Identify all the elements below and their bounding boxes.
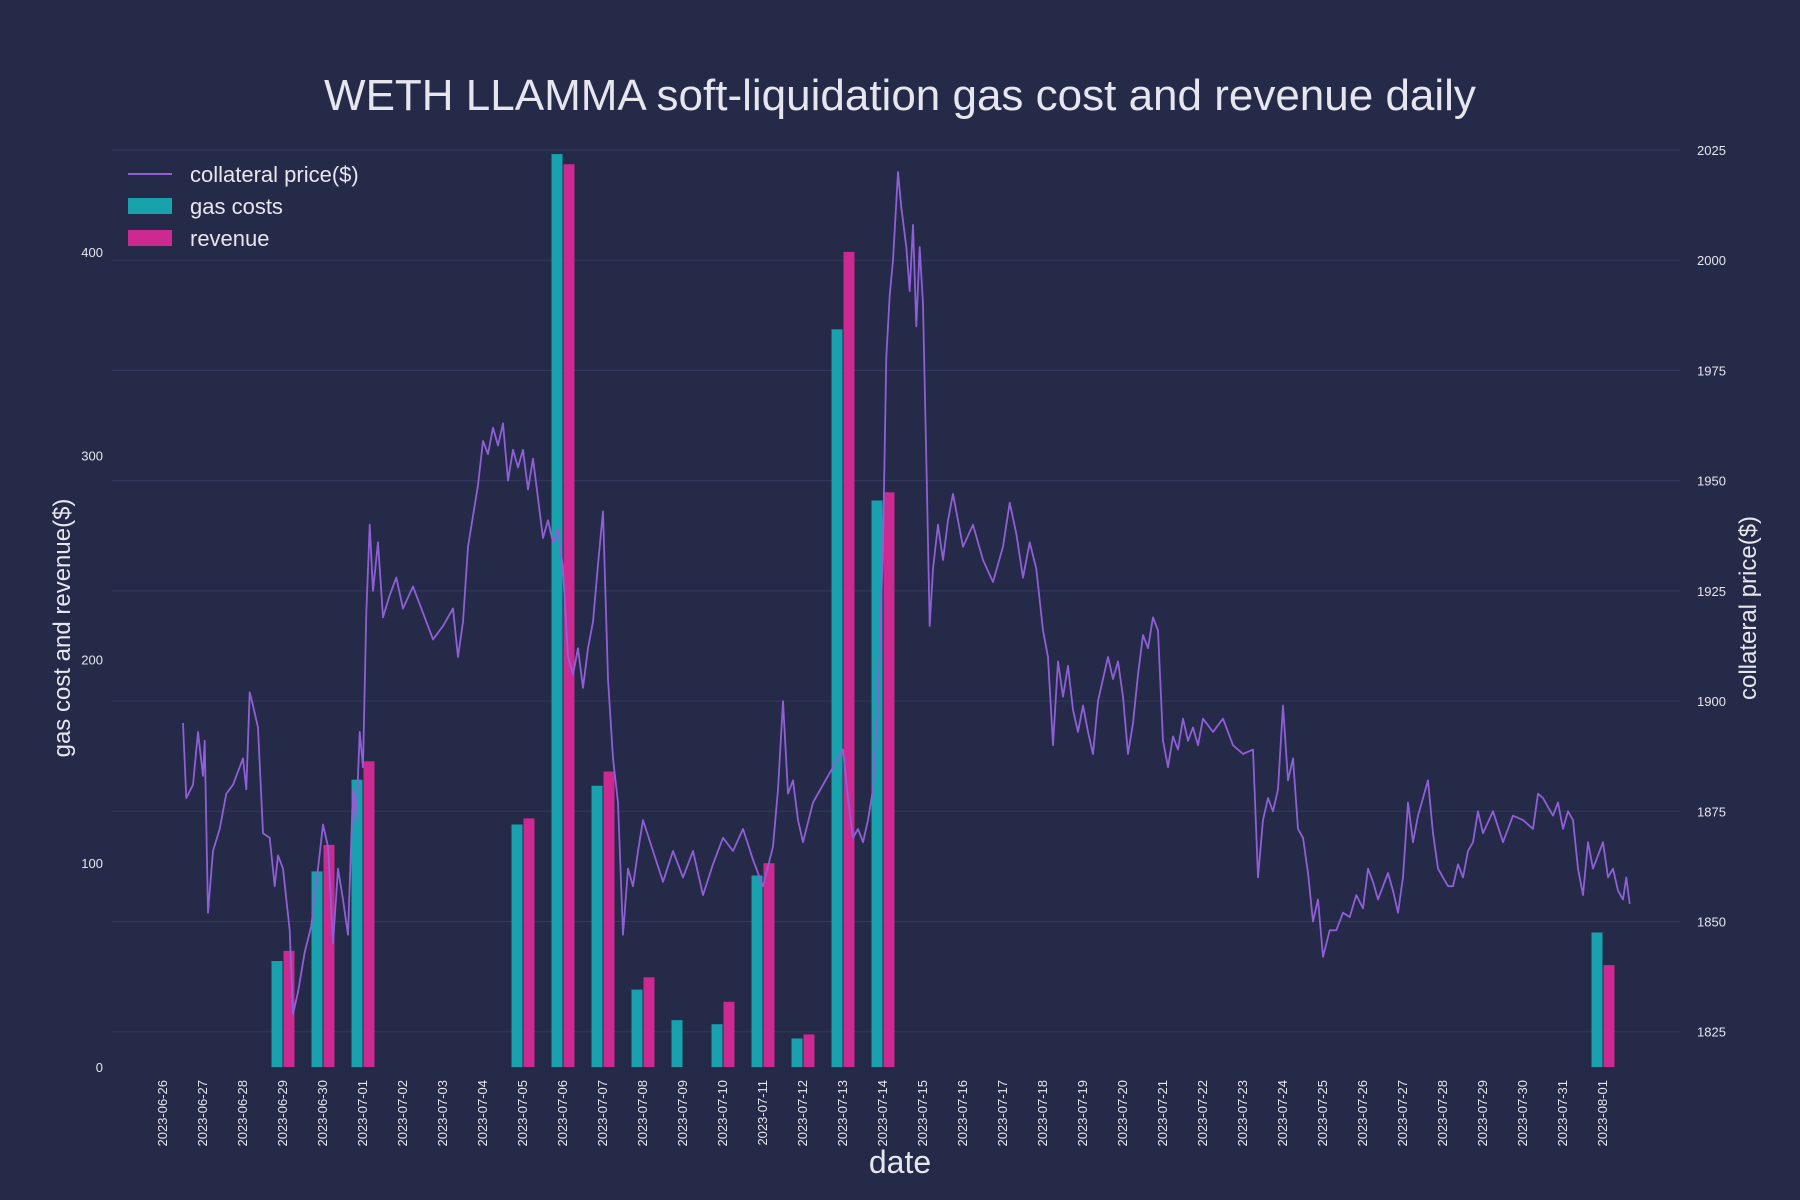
legend-label-gas: gas costs [190, 194, 283, 219]
bar-gas-costs [631, 989, 643, 1067]
bar-revenue [843, 251, 855, 1067]
y-left-tick-label: 100 [81, 856, 103, 871]
bar-revenue [323, 844, 335, 1067]
price-line-path [182, 171, 1631, 1015]
legend-label-price: collateral price($) [190, 162, 359, 187]
y-axis-left: 0 100 200 300 400 [81, 245, 103, 1075]
x-tick-label: 2023-07-31 [1555, 1080, 1570, 1147]
x-tick-label: 2023-07-30 [1515, 1080, 1530, 1147]
x-tick-label: 2023-07-03 [435, 1080, 450, 1147]
x-tick-label: 2023-08-01 [1595, 1080, 1610, 1147]
x-tick-label: 2023-06-26 [155, 1080, 170, 1147]
legend-swatch-revenue [128, 230, 172, 246]
bar-gas-costs [1591, 932, 1603, 1067]
x-tick-label: 2023-07-13 [835, 1080, 850, 1147]
x-tick-label: 2023-07-21 [1155, 1080, 1170, 1147]
bar-revenue [1603, 965, 1615, 1067]
x-tick-label: 2023-07-24 [1275, 1080, 1290, 1147]
x-tick-label: 2023-07-29 [1475, 1080, 1490, 1147]
x-tick-label: 2023-07-27 [1395, 1080, 1410, 1147]
bars [271, 154, 1615, 1067]
y-right-tick-label: 1925 [1697, 584, 1726, 599]
x-tick-label: 2023-07-19 [1075, 1080, 1090, 1147]
bar-gas-costs [751, 875, 763, 1067]
y-right-tick-label: 1975 [1697, 363, 1726, 378]
bar-revenue [643, 977, 655, 1067]
bar-revenue [723, 1001, 735, 1067]
x-tick-label: 2023-06-27 [195, 1080, 210, 1147]
bar-revenue [883, 492, 895, 1067]
x-tick-label: 2023-07-12 [795, 1080, 810, 1147]
y-axis-left-title: gas cost and revenue($) [49, 499, 76, 758]
y-right-tick-label: 1825 [1697, 1025, 1726, 1040]
legend-swatch-gas [128, 198, 172, 214]
x-tick-label: 2023-07-25 [1315, 1080, 1330, 1147]
y-right-tick-label: 1950 [1697, 474, 1726, 489]
x-tick-label: 2023-07-17 [995, 1080, 1010, 1147]
bar-revenue [563, 164, 575, 1067]
x-axis: 2023-06-26 2023-06-27 2023-06-28 2023-06-29… [155, 1080, 1610, 1147]
x-tick-label: 2023-07-22 [1195, 1080, 1210, 1147]
y-left-tick-label: 400 [81, 245, 103, 260]
x-tick-label: 2023-07-07 [595, 1080, 610, 1147]
x-tick-label: 2023-07-08 [635, 1080, 650, 1147]
y-right-tick-label: 1875 [1697, 804, 1726, 819]
y-right-tick-label: 1850 [1697, 915, 1726, 930]
y-right-tick-label: 2000 [1697, 253, 1726, 268]
x-tick-label: 2023-07-06 [555, 1080, 570, 1147]
y-right-tick-label: 2025 [1697, 143, 1726, 158]
bar-revenue [363, 761, 375, 1067]
bar-revenue [763, 863, 775, 1067]
bar-gas-costs [791, 1038, 803, 1067]
x-tick-label: 2023-07-09 [675, 1080, 690, 1147]
bar-gas-costs [871, 500, 883, 1067]
x-tick-label: 2023-07-05 [515, 1080, 530, 1147]
x-tick-label: 2023-07-20 [1115, 1080, 1130, 1147]
bar-gas-costs [511, 824, 523, 1067]
y-right-tick-label: 1900 [1697, 694, 1726, 709]
legend-label-revenue: revenue [190, 226, 270, 251]
x-tick-label: 2023-06-30 [315, 1080, 330, 1147]
legend: collateral price($) gas costs revenue [128, 162, 359, 251]
bar-gas-costs [551, 154, 563, 1067]
y-axis-right-title: collateral price($) [1735, 516, 1762, 700]
y-left-tick-label: 200 [81, 652, 103, 667]
gridlines [112, 149, 1680, 1033]
x-tick-label: 2023-07-11 [755, 1080, 770, 1146]
bar-revenue [603, 771, 615, 1067]
bar-gas-costs [671, 1020, 683, 1067]
x-tick-label: 2023-06-28 [235, 1080, 250, 1147]
y-left-tick-label: 300 [81, 449, 103, 464]
bar-gas-costs [711, 1024, 723, 1067]
x-axis-title: date [869, 1144, 931, 1180]
y-left-tick-label: 0 [96, 1060, 103, 1075]
x-tick-label: 2023-07-04 [475, 1080, 490, 1147]
bar-revenue [803, 1034, 815, 1067]
bar-gas-costs [351, 779, 363, 1067]
bar-gas-costs [591, 785, 603, 1067]
x-tick-label: 2023-07-28 [1435, 1080, 1450, 1147]
bar-gas-costs [831, 329, 843, 1067]
x-tick-label: 2023-07-10 [715, 1080, 730, 1147]
x-tick-label: 2023-07-23 [1235, 1080, 1250, 1147]
x-tick-label: 2023-07-01 [355, 1080, 370, 1147]
x-tick-label: 2023-07-15 [915, 1080, 930, 1147]
bar-revenue [283, 950, 295, 1067]
x-tick-label: 2023-07-18 [1035, 1080, 1050, 1147]
x-tick-label: 2023-07-02 [395, 1080, 410, 1147]
x-tick-label: 2023-06-29 [275, 1080, 290, 1147]
x-tick-label: 2023-07-14 [875, 1080, 890, 1147]
bar-gas-costs [271, 961, 283, 1067]
bar-gas-costs [311, 871, 323, 1067]
bar-revenue [523, 818, 535, 1067]
x-tick-label: 2023-07-16 [955, 1080, 970, 1147]
price-line [182, 171, 1631, 1015]
x-tick-label: 2023-07-26 [1355, 1080, 1370, 1147]
chart-title: WETH LLAMMA soft-liquidation gas cost an… [324, 71, 1476, 120]
y-axis-right: 1825 1850 1875 1900 1925 1950 1975 2000 2025 [1697, 143, 1726, 1040]
